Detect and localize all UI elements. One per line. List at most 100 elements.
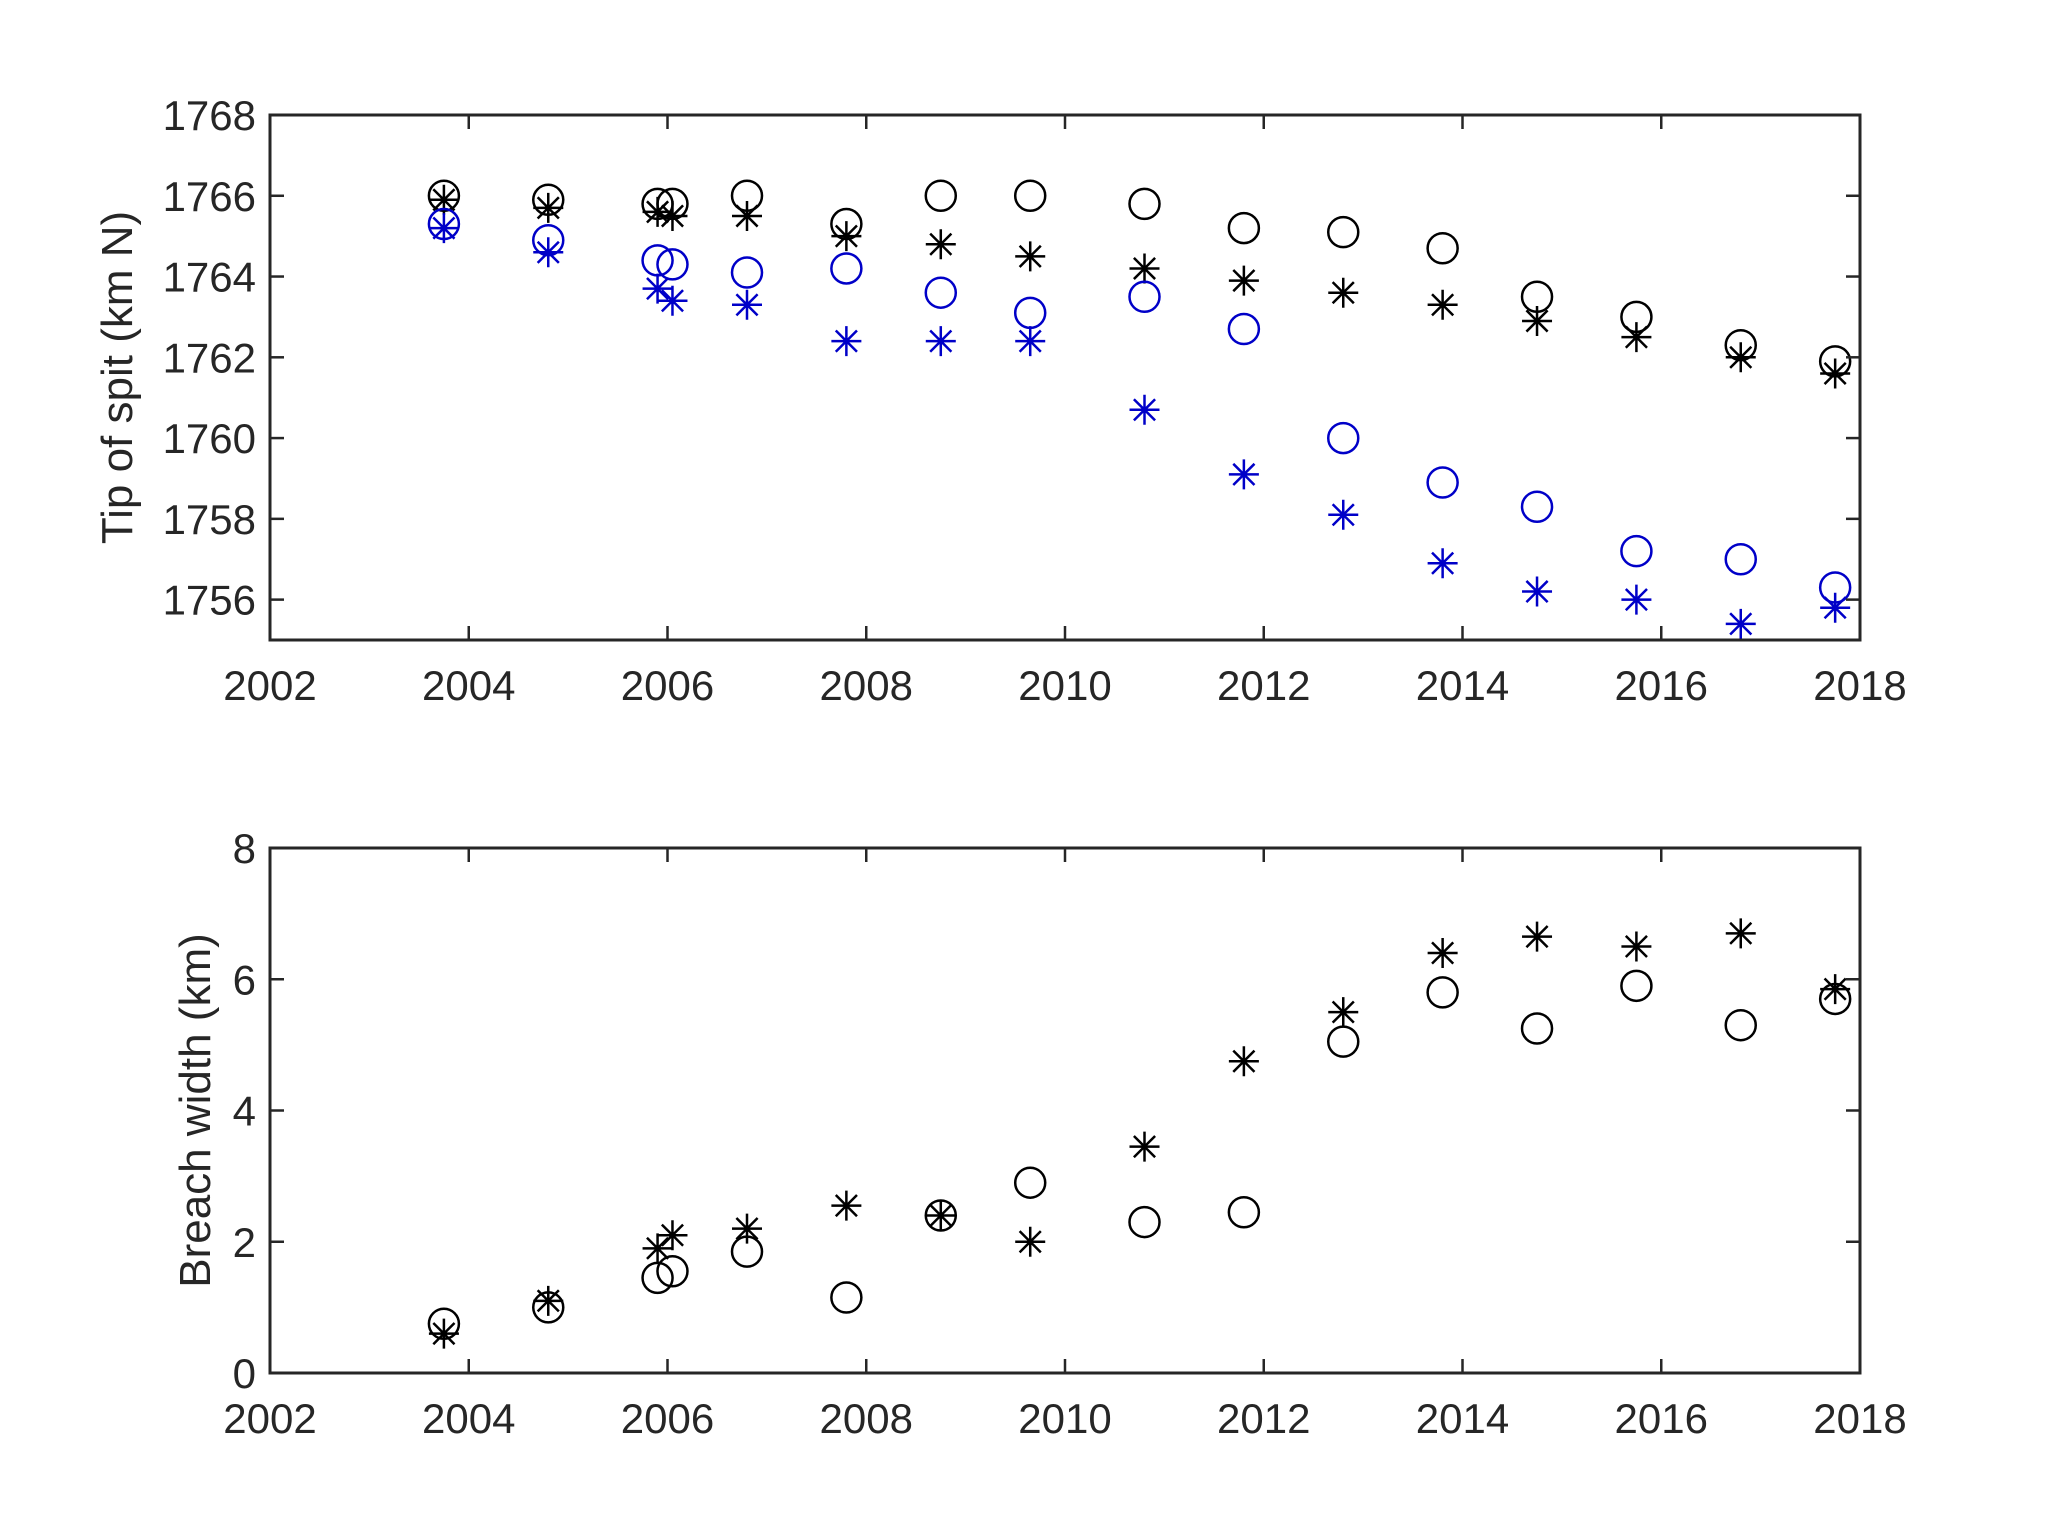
plot-area-breach-width xyxy=(427,918,1852,1349)
circle-marker xyxy=(830,1281,863,1314)
x-tick-label: 2004 xyxy=(422,1395,515,1442)
asterisk-marker xyxy=(1522,576,1553,607)
y-tick-label: 1760 xyxy=(163,415,256,462)
y-tick-label: 8 xyxy=(233,825,256,872)
x-tick-label: 2016 xyxy=(1615,1395,1708,1442)
asterisk-marker xyxy=(1522,305,1553,336)
asterisk-marker xyxy=(1725,342,1756,373)
circle-marker xyxy=(1724,1008,1757,1042)
asterisk-marker xyxy=(1228,1046,1259,1077)
asterisk-marker xyxy=(657,285,688,316)
x-tick-label: 2006 xyxy=(621,1395,714,1442)
y-tick-label: 0 xyxy=(233,1350,256,1397)
x-tick-label: 2016 xyxy=(1615,662,1708,709)
circle-marker xyxy=(924,179,958,213)
asterisk-marker xyxy=(428,184,459,215)
circle-marker xyxy=(1426,976,1459,1009)
y-tick-label: 2 xyxy=(233,1219,256,1266)
asterisk-marker xyxy=(1427,938,1458,968)
circle-marker xyxy=(1724,542,1757,576)
circle-marker xyxy=(1620,969,1653,1003)
asterisk-marker xyxy=(1820,592,1851,623)
asterisk-marker xyxy=(428,1318,459,1349)
circle-marker xyxy=(1426,466,1459,499)
circle-marker xyxy=(1128,1205,1161,1239)
circle-marker xyxy=(1520,490,1554,523)
asterisk-marker xyxy=(1725,608,1756,639)
circle-marker xyxy=(730,256,764,289)
x-tick-label: 2008 xyxy=(820,1395,913,1442)
asterisk-marker xyxy=(831,326,862,357)
asterisk-marker xyxy=(1328,277,1359,308)
x-tick-label: 2012 xyxy=(1217,662,1310,709)
circle-marker xyxy=(1227,312,1261,346)
asterisk-marker xyxy=(831,1190,862,1221)
y-axis-label-tip-of-spit: Tip of spit (km N) xyxy=(93,211,142,544)
asterisk-marker xyxy=(1427,289,1458,320)
circle-marker xyxy=(924,276,958,309)
asterisk-marker xyxy=(925,229,956,260)
asterisk-marker xyxy=(1820,974,1851,1005)
asterisk-marker xyxy=(657,1220,688,1251)
asterisk-marker xyxy=(642,273,673,304)
asterisk-marker xyxy=(533,192,564,223)
x-tick-label: 2012 xyxy=(1217,1395,1310,1442)
asterisk-marker xyxy=(1129,1131,1160,1162)
asterisk-marker xyxy=(642,1233,673,1264)
asterisk-marker xyxy=(1522,921,1553,952)
asterisk-marker xyxy=(1015,241,1046,272)
asterisk-marker xyxy=(925,326,956,357)
asterisk-marker xyxy=(642,196,673,227)
x-tick-labels-tip-of-spit: 2002 2004 2006 2008 2010 2012 2014 2016 2018 xyxy=(223,662,1906,709)
y-tick-label: 6 xyxy=(233,956,256,1003)
asterisk-marker xyxy=(925,1200,956,1231)
circle-marker xyxy=(1013,1166,1047,1199)
asterisk-marker xyxy=(533,237,564,268)
circle-marker xyxy=(1013,179,1047,213)
x-tick-label: 2010 xyxy=(1018,662,1111,709)
asterisk-marker xyxy=(1725,918,1756,949)
asterisk-marker xyxy=(533,1285,564,1316)
x-tick-label: 2002 xyxy=(223,662,316,709)
y-tick-label: 1762 xyxy=(163,334,256,381)
asterisk-marker xyxy=(732,200,762,231)
y-axis-label-breach-width: Breach width (km) xyxy=(171,933,220,1288)
asterisk-marker xyxy=(1015,1226,1046,1257)
x-tick-label: 2006 xyxy=(621,662,714,709)
y-tick-label: 1756 xyxy=(163,577,256,624)
x-tick-label: 2008 xyxy=(820,662,913,709)
circle-marker xyxy=(1327,421,1360,455)
asterisk-marker xyxy=(732,289,762,320)
panel-breach-width: 2002 2004 2006 2008 2010 2012 2014 2016 2018 0 2 4… xyxy=(171,825,1907,1442)
asterisk-marker xyxy=(1228,265,1259,296)
x-tick-label: 2010 xyxy=(1018,1395,1111,1442)
asterisk-marker xyxy=(1228,459,1259,490)
circle-marker xyxy=(1128,280,1161,313)
circle-marker xyxy=(830,252,863,285)
asterisk-marker xyxy=(1129,253,1160,284)
circle-marker xyxy=(1620,534,1653,568)
circle-marker xyxy=(1327,215,1360,249)
y-tick-label: 4 xyxy=(233,1088,256,1135)
x-tick-label: 2002 xyxy=(223,1395,316,1442)
circle-marker xyxy=(656,1255,689,1288)
x-tick-label: 2014 xyxy=(1416,1395,1509,1442)
x-tick-labels-breach-width: 2002 2004 2006 2008 2010 2012 2014 2016 2018 xyxy=(223,1395,1906,1442)
asterisk-marker xyxy=(1129,394,1160,425)
circle-marker xyxy=(1227,1195,1261,1229)
y-tick-label: 1768 xyxy=(163,92,256,139)
x-tick-label: 2014 xyxy=(1416,662,1509,709)
y-tick-label: 1758 xyxy=(163,496,256,543)
x-tick-label: 2004 xyxy=(422,662,515,709)
panel-tip-of-spit: 2002 2004 2006 2008 2010 2012 2014 2016 2018 175… xyxy=(93,92,1907,709)
y-tick-labels-breach-width: 0 2 4 6 8 xyxy=(233,825,256,1397)
y-tick-labels-tip-of-spit: 1756 1758 1760 1762 1764 1766 1768 xyxy=(163,92,256,624)
asterisk-marker xyxy=(1621,931,1652,962)
y-tick-label: 1766 xyxy=(163,173,256,220)
circle-marker xyxy=(1426,232,1459,265)
y-tick-label: 1764 xyxy=(163,254,256,301)
asterisk-marker xyxy=(1328,499,1359,530)
ticks-tip-of-spit xyxy=(268,113,1862,640)
